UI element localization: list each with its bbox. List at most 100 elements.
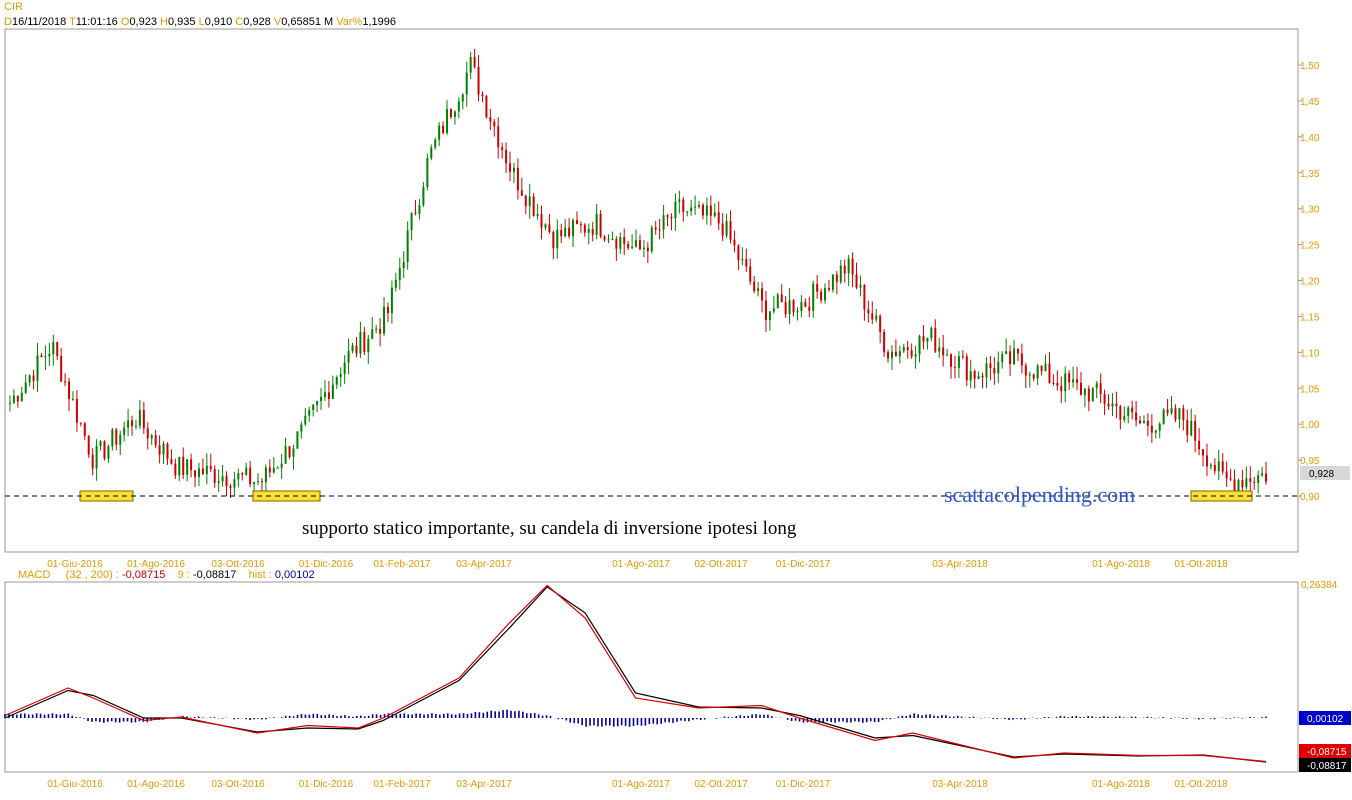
candle xyxy=(631,234,634,250)
macd-top-tick: 0,26384 xyxy=(1301,580,1338,591)
candle xyxy=(1099,373,1102,404)
y-tick-label: 1,10 xyxy=(1300,348,1320,359)
candle xyxy=(331,375,334,400)
candle xyxy=(119,430,122,456)
candle xyxy=(654,220,657,235)
candle xyxy=(796,307,799,321)
candle xyxy=(1107,394,1110,410)
candle xyxy=(516,158,519,200)
candle xyxy=(1028,371,1031,388)
candle xyxy=(99,440,102,451)
candle xyxy=(422,181,425,207)
candle xyxy=(603,235,606,242)
candle xyxy=(879,314,882,344)
candle xyxy=(1103,389,1106,416)
candle xyxy=(154,429,157,449)
candle xyxy=(871,301,874,325)
candle xyxy=(568,218,571,239)
y-tick-label: 1,35 xyxy=(1300,169,1320,180)
candle xyxy=(359,321,362,358)
close-value: 0,928 xyxy=(243,16,271,28)
candle xyxy=(1142,415,1145,424)
candle xyxy=(174,458,177,479)
candle xyxy=(1182,404,1185,431)
candle xyxy=(859,275,862,297)
x-tick-label: 03-Apr-2017 xyxy=(456,559,512,570)
candle xyxy=(839,260,842,285)
candle xyxy=(1245,466,1248,490)
candle xyxy=(1048,352,1051,384)
candle xyxy=(587,223,590,245)
candle xyxy=(48,343,51,366)
candle xyxy=(217,469,220,492)
candle xyxy=(942,335,945,367)
candle xyxy=(245,462,248,476)
x-tick-label: 01-Ago-2016 xyxy=(127,779,185,790)
candle xyxy=(835,271,838,295)
candle xyxy=(481,91,484,103)
candle xyxy=(1032,373,1035,382)
candle xyxy=(347,338,350,375)
x-tick-label: 01-Ago-2017 xyxy=(612,559,670,570)
high-value: 0,935 xyxy=(167,16,196,28)
candle xyxy=(257,473,260,486)
candle xyxy=(1225,461,1228,487)
candle xyxy=(186,458,189,482)
candle xyxy=(1241,469,1244,491)
candle xyxy=(820,288,823,304)
y-tick-label: 1,05 xyxy=(1300,384,1320,395)
candle xyxy=(1087,385,1090,412)
candle xyxy=(339,367,342,387)
candle xyxy=(1158,421,1161,439)
macd-chart[interactable]: 0,26384 0,00102 -0,08715 -0,08817 01-Giu… xyxy=(0,580,1352,800)
candle xyxy=(658,219,661,240)
candle xyxy=(709,195,712,226)
candle xyxy=(1005,338,1008,355)
candle xyxy=(107,444,110,463)
candle xyxy=(993,357,996,385)
candle xyxy=(804,298,807,308)
candle xyxy=(56,341,59,360)
candle xyxy=(532,192,535,217)
candle xyxy=(768,311,771,331)
candle xyxy=(134,419,137,430)
candle xyxy=(1146,413,1149,437)
candle xyxy=(131,415,134,436)
x-tick-label: 01-Ott-2018 xyxy=(1174,559,1228,570)
candle xyxy=(575,211,578,225)
candle xyxy=(950,353,953,379)
candle xyxy=(749,258,752,285)
candle xyxy=(1060,376,1063,403)
candle xyxy=(981,372,984,389)
var-label: Var% xyxy=(336,16,363,28)
y-tick-label: 1,45 xyxy=(1300,97,1320,108)
x-tick-label: 01-Dic-2017 xyxy=(776,559,831,570)
candle xyxy=(772,295,775,314)
candle xyxy=(536,203,539,220)
x-tick-label: 01-Ago-2016 xyxy=(127,559,185,570)
candle xyxy=(894,339,897,357)
candle xyxy=(1221,453,1224,475)
x-tick-label: 01-Feb-2017 xyxy=(373,779,431,790)
price-chart[interactable]: 1,50 1,45 1,40 1,35 1,30 1,25 1,20 1,15 1,10 1,05… xyxy=(0,0,1352,572)
candle xyxy=(627,241,630,250)
x-tick-label: 01-Ago-2018 xyxy=(1092,779,1150,790)
candle xyxy=(721,213,724,242)
candle xyxy=(918,334,921,363)
candle xyxy=(729,210,732,244)
x-tick-label: 01-Dic-2016 xyxy=(299,559,354,570)
candle xyxy=(457,97,460,119)
candle xyxy=(426,153,429,191)
candle xyxy=(1162,408,1165,425)
candle xyxy=(375,324,378,334)
low-value: 0,910 xyxy=(204,16,233,28)
signal-value-label: -0,08817 xyxy=(1307,761,1347,772)
candle xyxy=(249,460,252,488)
signal-value-box xyxy=(1299,758,1351,772)
last-price-label: 0,928 xyxy=(1309,469,1334,480)
time-label: T xyxy=(69,16,76,28)
candle xyxy=(1166,398,1169,417)
candle xyxy=(788,288,791,324)
candle xyxy=(335,375,338,389)
x-tick-label: 01-Ott-2018 xyxy=(1174,779,1228,790)
